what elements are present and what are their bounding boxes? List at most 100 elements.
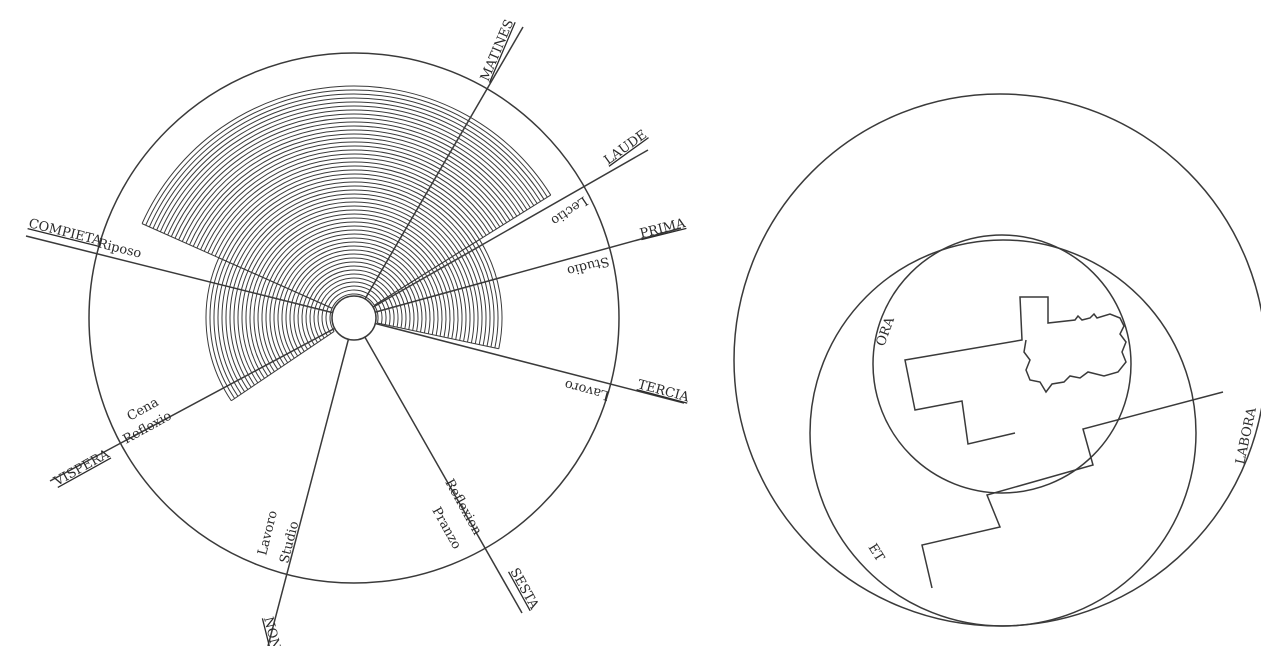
hatch-arc — [390, 294, 399, 328]
hatch-arc — [221, 264, 245, 393]
clock-center-hub — [331, 295, 377, 341]
hatch-arc — [225, 177, 474, 262]
ora-inner-circle — [872, 234, 1132, 494]
hatch-arc — [324, 285, 382, 306]
hatch-arc — [214, 165, 484, 257]
hatch-arc — [438, 264, 455, 339]
activity-label-riposo: Riposo — [96, 236, 143, 261]
hatch-arc — [145, 89, 548, 226]
hatch-arc — [397, 290, 407, 329]
hour-label-nona: NONA — [260, 615, 285, 646]
hatch-arc — [265, 282, 282, 368]
hatch-arc — [284, 241, 419, 288]
hatch-band-edge — [377, 322, 499, 350]
hatch-arc — [181, 129, 514, 242]
hatch-arc — [377, 302, 383, 324]
monastery-plan-outline — [904, 296, 1127, 445]
hatch-arc — [185, 133, 511, 244]
hatch-arc — [431, 268, 447, 338]
hatch-arc — [241, 272, 262, 381]
hatch-band-edge — [231, 331, 335, 402]
hatch-arc — [418, 277, 431, 334]
activity-label-lectio: Lectio — [548, 193, 590, 228]
label-ora: ORA — [874, 315, 899, 349]
hour-label-prima: PRIMA — [638, 216, 687, 242]
hatch-arc — [251, 205, 450, 273]
hatch-arc — [221, 173, 477, 260]
hatch-arc — [217, 262, 242, 395]
hatch-arc — [293, 293, 305, 352]
hatch-arc — [236, 189, 463, 267]
hatch-arc — [291, 249, 413, 291]
hatch-arc — [421, 275, 435, 335]
hatch-arc — [232, 185, 467, 265]
hatch-arc — [287, 245, 416, 289]
hatch-arc — [243, 197, 457, 270]
hatch-arc — [218, 169, 480, 259]
hatch-arc — [254, 209, 447, 275]
hatch-arc — [203, 153, 494, 252]
cloister-boundary-line — [921, 391, 1224, 589]
hour-label-tercia: TERCIA — [636, 377, 691, 405]
hatch-arc — [428, 271, 443, 337]
hatch-arc — [163, 109, 531, 234]
hatch-arc — [327, 289, 379, 307]
hatch-arc — [174, 121, 521, 239]
hatch-arc — [295, 253, 409, 293]
hatch-arc — [424, 273, 439, 336]
hour-label-matines: MATINES — [478, 17, 517, 83]
hatch-arc — [211, 161, 487, 255]
hatch-arc — [387, 296, 395, 327]
activity-label-studio-prima: Studio — [565, 253, 610, 278]
hatch-arc — [472, 243, 495, 348]
hatch-arc — [249, 275, 269, 377]
activity-label-lavoro-nona: Lavoro — [255, 509, 281, 557]
hatch-arc — [265, 221, 436, 280]
hatch-arc — [170, 117, 525, 237]
hatch-arc — [331, 293, 375, 309]
hatch-arc — [445, 260, 463, 341]
hour-spoke — [25, 235, 355, 319]
hatch-arc — [434, 266, 451, 339]
hatch-arc — [245, 273, 265, 379]
label-labora: LABORA — [1233, 406, 1260, 466]
hatch-arc — [148, 93, 545, 228]
hatch-arc — [329, 308, 335, 332]
hour-spoke — [49, 317, 355, 482]
hatch-arc — [225, 265, 249, 390]
hour-label-vispera: VISPERA — [51, 447, 113, 490]
hatch-arc — [233, 268, 255, 386]
hatch-arc — [407, 283, 419, 332]
hatch-arc — [262, 217, 440, 278]
hatch-arc — [414, 279, 427, 334]
hatch-arc — [475, 241, 499, 349]
hatch-arc — [280, 237, 423, 286]
hatch-arc — [258, 213, 443, 276]
hatch-arc — [141, 85, 552, 224]
hatch-arc — [152, 97, 541, 229]
hatch-arc — [404, 285, 415, 331]
hatch-arc — [156, 101, 538, 231]
hour-spoke — [353, 227, 682, 319]
hatch-arc — [209, 259, 236, 399]
hatch-arc — [159, 105, 535, 232]
hatch-arc — [320, 281, 385, 304]
hatch-arc — [205, 257, 232, 402]
hatch-band-edge — [218, 257, 333, 309]
hatch-arc — [325, 306, 332, 334]
activity-label-studio-nona: Studio — [277, 520, 302, 565]
hour-spoke — [353, 317, 685, 404]
hatch-arc — [451, 256, 471, 343]
hatch-arc — [309, 269, 396, 299]
hour-spoke — [353, 26, 524, 319]
hatch-arc — [207, 157, 491, 254]
clock-outer-circle — [88, 52, 620, 584]
hatch-arc — [462, 249, 483, 345]
hatch-arc — [313, 273, 392, 301]
hatch-arc — [273, 229, 430, 283]
canonical-hours-clock: MATINES LAUDE PRIMA TERCIA SESTA NONA VI… — [25, 17, 691, 646]
hour-spoke — [267, 317, 355, 646]
hatch-arc — [247, 201, 453, 272]
hatch-arc — [200, 149, 497, 250]
hatch-arc — [468, 245, 491, 347]
